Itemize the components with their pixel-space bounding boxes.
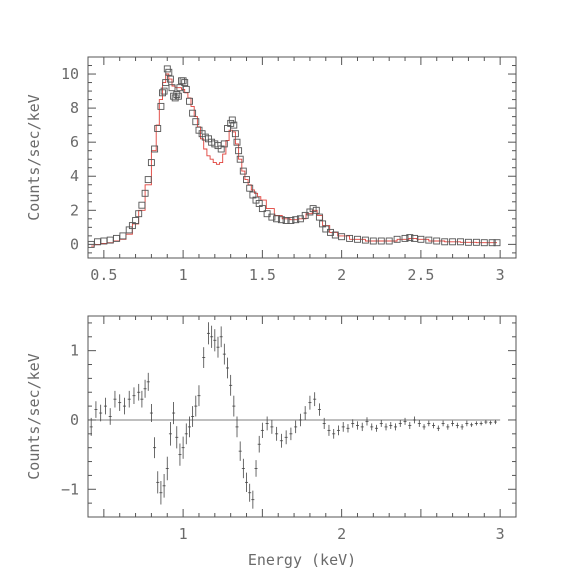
x-tick-label: 3 — [496, 525, 505, 543]
x-tick-label: 2 — [337, 266, 346, 284]
data-point — [417, 235, 425, 243]
data-point — [144, 176, 152, 184]
y-tick-label: 2 — [70, 201, 79, 219]
x-tick-label: 1 — [179, 525, 188, 543]
data-point — [277, 216, 285, 224]
y-tick-label: −1 — [61, 480, 79, 498]
data-point — [425, 236, 433, 244]
data-point — [151, 145, 159, 153]
data-point — [258, 205, 266, 213]
data-point — [441, 238, 449, 246]
plot-frame — [87, 315, 517, 518]
data-point — [236, 155, 244, 163]
plot-frame — [87, 56, 517, 259]
x-tick-label: 2.5 — [407, 266, 434, 284]
x-tick-label: 1.5 — [249, 266, 276, 284]
data-point — [135, 210, 143, 218]
data-point — [182, 85, 190, 93]
top-panel: 0.5 1 1.5 2 2.5 3 0 2 4 6 8 10 Counts/sec/keV — [25, 56, 517, 284]
data-point — [273, 215, 281, 223]
data-point — [159, 89, 166, 97]
data-point — [173, 91, 181, 98]
data-point — [147, 159, 155, 167]
data-point — [132, 217, 140, 224]
data-point — [239, 167, 247, 175]
data-point — [385, 237, 393, 245]
x-tick-label: 0.5 — [90, 266, 117, 284]
data-point — [464, 238, 472, 246]
y-tick-label: 8 — [70, 99, 79, 117]
y-tick-label: 1 — [70, 342, 79, 360]
x-tick-label: 3 — [496, 266, 505, 284]
y-tick-label: 0 — [70, 235, 79, 253]
data-point — [192, 118, 200, 126]
data-point — [338, 233, 346, 241]
data-point — [141, 189, 149, 197]
data-point — [346, 234, 354, 242]
y-tick-label: 6 — [70, 133, 79, 151]
data-point — [168, 84, 176, 92]
data-point — [181, 79, 189, 87]
data-point — [138, 201, 146, 209]
data-point — [449, 238, 457, 246]
data-point — [292, 216, 300, 224]
data-point — [268, 213, 276, 221]
data-point — [228, 116, 236, 124]
data-point — [401, 234, 409, 242]
data-point — [189, 109, 197, 117]
x-axis-title: Energy (keV) — [248, 551, 356, 569]
data-point — [220, 140, 228, 148]
y-tick-label: 0 — [70, 411, 79, 429]
y-axis-title: Counts/sec/keV — [25, 353, 43, 479]
data-point — [166, 75, 174, 83]
data-point — [472, 238, 480, 246]
y-tick-label: 4 — [70, 167, 79, 185]
data-point — [488, 239, 496, 247]
data-point — [162, 79, 170, 87]
data-point — [369, 237, 377, 245]
data-point — [377, 237, 385, 245]
data-point — [282, 217, 290, 224]
data-point — [312, 206, 320, 214]
data-point — [154, 125, 162, 132]
data-point — [113, 234, 120, 242]
data-point — [165, 68, 173, 76]
data-point — [157, 102, 165, 110]
data-point — [457, 238, 464, 246]
data-point — [406, 234, 414, 242]
data-point — [480, 239, 488, 247]
data-point — [354, 235, 361, 243]
data-point — [315, 213, 323, 221]
data-point — [287, 217, 295, 224]
data-point — [433, 237, 441, 245]
data-point — [493, 239, 501, 247]
data-point — [231, 130, 239, 138]
data-point — [230, 121, 238, 129]
data-point — [119, 232, 127, 240]
data-point — [106, 236, 114, 244]
data-point — [233, 138, 241, 146]
bottom-panel: 1 2 3 −1 0 1 Counts/sec/keV Energy (keV) — [25, 315, 517, 569]
data-point — [174, 92, 182, 100]
x-tick-label: 1 — [179, 266, 188, 284]
data-point — [393, 235, 401, 243]
y-axis-title: Counts/sec/keV — [25, 94, 43, 220]
data-point — [246, 184, 254, 192]
data-point — [179, 77, 187, 85]
y-tick-label: 10 — [61, 65, 79, 83]
data-point — [361, 236, 369, 244]
data-point — [235, 147, 243, 155]
data-point — [243, 176, 250, 184]
data-point — [160, 87, 168, 95]
data-point — [186, 97, 193, 105]
x-tick-label: 2 — [337, 525, 346, 543]
